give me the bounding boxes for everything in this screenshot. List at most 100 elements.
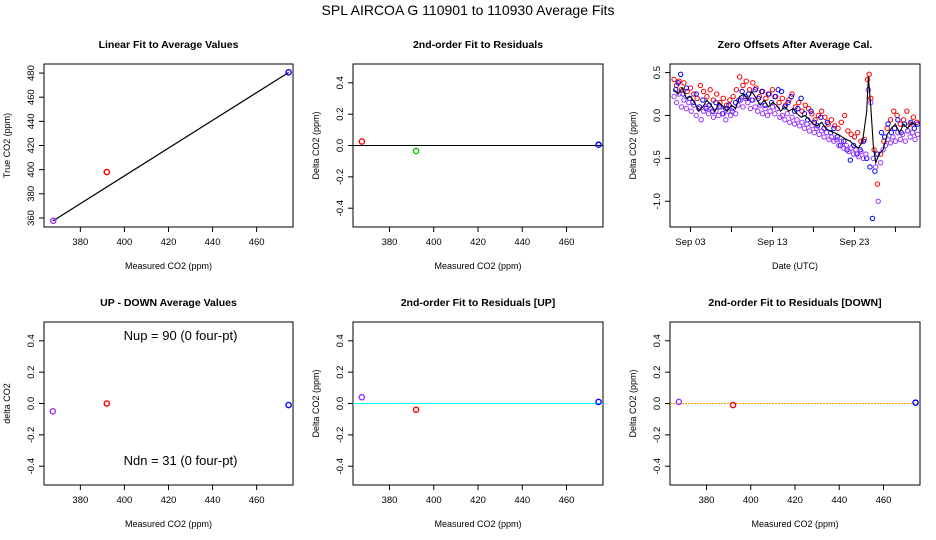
blue-point	[765, 91, 772, 97]
plot-area	[49, 400, 292, 415]
x-tick-label: Sep 23	[839, 237, 869, 248]
red-point	[874, 181, 881, 187]
plot-area	[671, 71, 920, 222]
red-point	[864, 76, 871, 83]
x-tick-label: 440	[514, 237, 530, 248]
plot-residuals: 2nd-order Fit to Residuals Measured CO2 (…	[311, 39, 604, 271]
x-tick-label: 440	[831, 495, 847, 506]
blue-point	[713, 99, 719, 106]
red-point	[818, 108, 825, 114]
y-tick-label: 0.4	[335, 334, 346, 347]
blue-point	[742, 93, 749, 100]
purple-point	[882, 142, 889, 149]
y-tick-label: 0.4	[26, 334, 37, 347]
fit-line	[52, 71, 289, 222]
purple-point	[848, 145, 854, 151]
x-axis-label: Measured CO2 (ppm)	[751, 519, 838, 529]
purple-point	[703, 104, 709, 110]
red-point	[841, 112, 848, 119]
x-tick-label: 440	[514, 495, 530, 506]
purple-point	[892, 138, 899, 144]
red-point	[776, 99, 782, 106]
purple-point	[686, 99, 692, 106]
blue-point	[831, 125, 837, 132]
x-tick-label: Sep 03	[675, 237, 705, 248]
blue-point	[677, 71, 684, 77]
blue-point	[693, 91, 699, 97]
red-point	[868, 95, 874, 102]
purple-point	[740, 104, 746, 110]
blue-point	[841, 138, 847, 144]
purple-point	[747, 105, 754, 112]
x-tick-label: 400	[426, 237, 442, 248]
plot-area	[353, 393, 603, 414]
red-point	[707, 87, 713, 93]
blue-point	[814, 123, 821, 129]
purple-point	[873, 164, 879, 170]
red-point	[887, 117, 894, 123]
x-tick-label: 400	[426, 495, 442, 506]
y-tick-label: 0.5	[652, 66, 663, 79]
blue-point	[778, 88, 785, 95]
x-tick-label: 460	[876, 495, 892, 506]
purple-point	[772, 111, 778, 117]
purple-point	[897, 136, 904, 143]
plot-title: Zero Offsets After Average Cal.	[718, 39, 873, 51]
blue-point	[914, 121, 920, 127]
y-tick-label: 400	[26, 162, 37, 178]
red-point	[733, 87, 740, 93]
purple-point	[845, 148, 852, 155]
purple-point	[698, 117, 704, 123]
blue-point	[785, 99, 791, 106]
red-point	[884, 125, 890, 132]
red-point	[832, 123, 838, 129]
purple-point	[804, 121, 810, 127]
blue-point	[795, 105, 801, 112]
purple-point	[900, 131, 906, 138]
data-point-blue	[595, 141, 602, 149]
data-point-purple	[49, 408, 57, 415]
red-point	[704, 93, 710, 100]
y-axis-label: delta CO2	[2, 383, 12, 424]
purple-point	[801, 125, 808, 132]
red-point	[671, 76, 677, 83]
purple-point	[762, 105, 768, 112]
purple-point	[671, 93, 677, 100]
y-tick-label: 460	[26, 89, 37, 105]
purple-point	[681, 97, 687, 103]
purple-point	[705, 111, 712, 117]
purple-point	[858, 148, 864, 155]
red-point	[779, 95, 785, 102]
purple-point	[853, 147, 859, 153]
purple-point	[875, 198, 881, 204]
red-point	[684, 88, 690, 95]
blue-point	[791, 108, 798, 114]
y-tick-label: 0.2	[335, 366, 346, 379]
red-point	[789, 91, 795, 97]
blue-point	[788, 93, 795, 100]
blue-point	[824, 119, 831, 126]
x-tick-label: 420	[787, 495, 803, 506]
x-tick-label: 420	[470, 495, 486, 506]
red-point	[743, 78, 749, 84]
data-point-purple	[358, 393, 366, 401]
purple-point	[789, 114, 795, 120]
purple-point	[811, 129, 817, 136]
data-point-red	[103, 400, 111, 407]
data-point-blue	[595, 398, 602, 406]
plot-title: 2nd-order Fit to Residuals [UP]	[401, 297, 556, 309]
purple-point	[727, 112, 734, 119]
data-point-blue	[912, 399, 919, 407]
red-point	[697, 82, 704, 89]
y-tick-label: 0.0	[26, 397, 37, 410]
purple-point	[710, 114, 717, 120]
purple-point	[877, 159, 884, 166]
blue-point	[818, 114, 824, 120]
red-point	[727, 97, 733, 103]
red-point	[894, 112, 900, 119]
blue-point	[739, 88, 745, 95]
x-axis-label: Date (UTC)	[772, 261, 818, 271]
blue-point	[885, 121, 891, 127]
data-point-red	[103, 168, 111, 176]
y-axis-label: True CO2 (ppm)	[2, 113, 12, 178]
